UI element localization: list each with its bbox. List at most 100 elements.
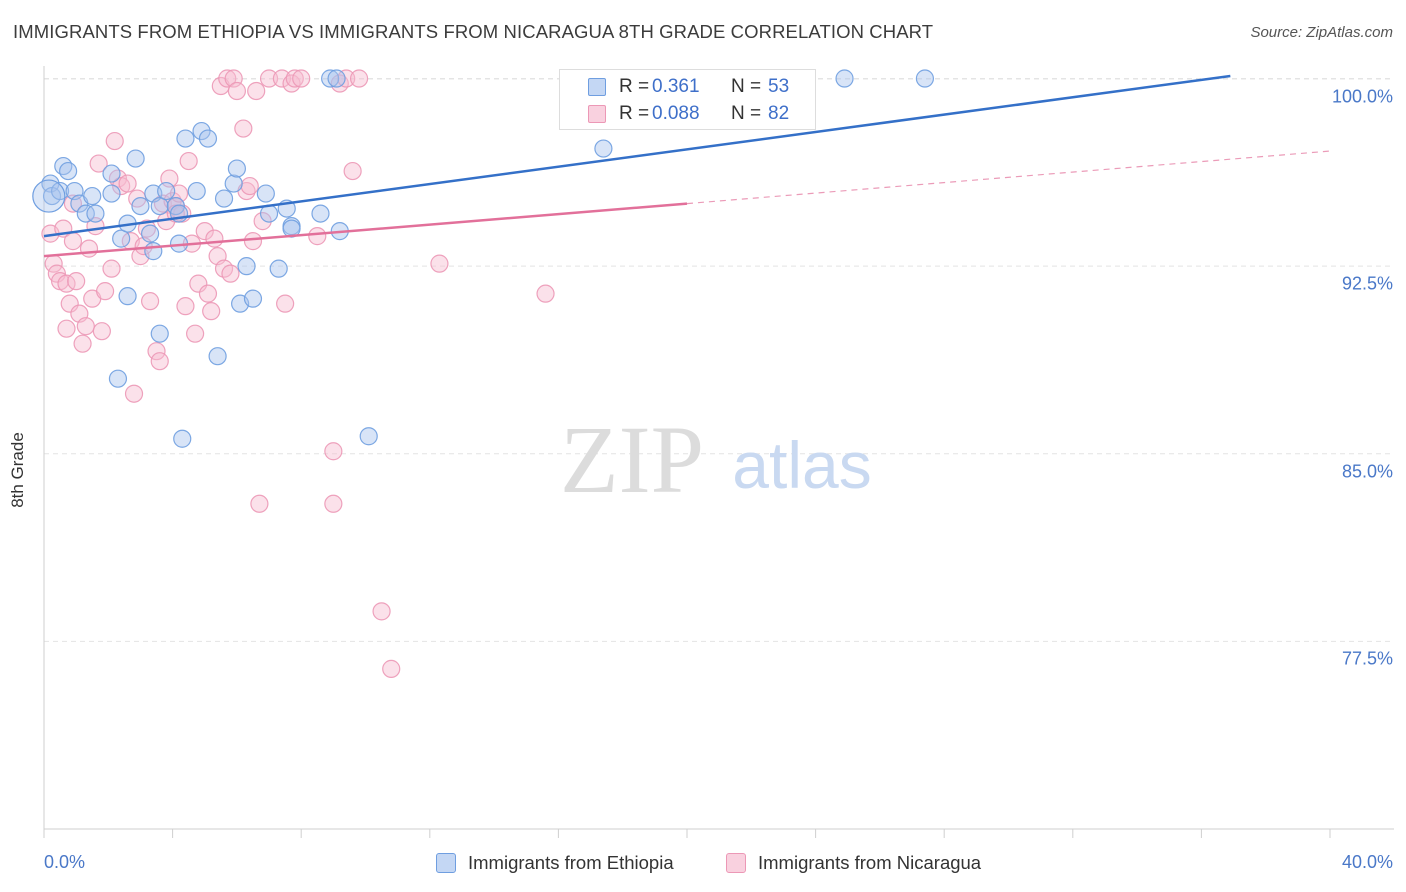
legend-r-label: R = [619, 76, 650, 97]
ethiopia-point [311, 204, 330, 223]
nicaragua-point [243, 232, 263, 251]
ethiopia-point [321, 69, 340, 88]
nicaragua-point [272, 69, 292, 88]
nicaragua-point [105, 131, 124, 151]
nicaragua-point [195, 222, 214, 241]
nicaragua-point [73, 334, 92, 353]
nicaragua-point [382, 659, 401, 678]
watermark: ZIP atlas [560, 406, 872, 513]
y-tick-label: 85.0% [1341, 461, 1393, 482]
legend-r-label: R = [619, 103, 650, 124]
source-credit: Source: ZipAtlas.com [1250, 24, 1393, 41]
ethiopia-point [198, 129, 218, 148]
nicaragua-point [147, 342, 166, 361]
ethiopia-point [176, 129, 195, 148]
nicaragua-point [240, 176, 259, 196]
nicaragua-point [247, 81, 266, 101]
legend-n-value: 53 [768, 76, 790, 97]
ethiopia-point [269, 259, 288, 278]
legend: R = 0.361 N = 53 R = 0.088 N = 82 [559, 69, 816, 130]
ethiopia-point [126, 149, 145, 168]
nicaragua-point [76, 317, 95, 336]
ethiopia-point [237, 257, 256, 276]
nicaragua-trend-extension [686, 150, 1331, 205]
nicaragua-point [308, 227, 327, 246]
legend-n-value: 82 [768, 103, 790, 124]
ethiopia-trend-line [43, 74, 1231, 238]
ethiopia-point [594, 139, 613, 158]
nicaragua-point [63, 232, 83, 251]
ethiopia-point [102, 184, 121, 203]
ethiopia-point [150, 196, 169, 216]
ethiopia-point [187, 181, 206, 201]
nicaragua-point [218, 69, 237, 88]
ethiopia-point [118, 287, 137, 306]
nicaragua-point [57, 319, 76, 338]
y-tick-label: 77.5% [1341, 648, 1393, 669]
nicaragua-point [189, 274, 208, 293]
watermark-atlas: atlas [732, 428, 871, 502]
ethiopia-point [59, 161, 78, 181]
nicaragua-point [324, 494, 343, 513]
nicaragua-point [221, 264, 240, 283]
nicaragua-point [186, 324, 205, 343]
legend-swatch-ethiopia [588, 78, 606, 96]
nicaragua-point [179, 151, 198, 171]
ethiopia-point [76, 204, 95, 223]
ethiopia-point [144, 242, 163, 261]
nicaragua-point [430, 254, 449, 273]
y-tick-label: 92.5% [1341, 273, 1393, 294]
nicaragua-point [372, 602, 391, 621]
ethiopia-point [54, 156, 73, 176]
nicaragua-point [292, 69, 311, 88]
nicaragua-point [282, 74, 301, 93]
nicaragua-point [250, 494, 269, 513]
ethiopia-point [192, 121, 211, 141]
x-tick-label-max: 40.0% [1341, 852, 1393, 872]
nicaragua-point [60, 294, 79, 313]
nicaragua-point [349, 69, 369, 88]
nicaragua-point [285, 69, 304, 88]
nicaragua-point [92, 322, 111, 341]
nicaragua-point [259, 69, 279, 88]
nicaragua-point [137, 219, 156, 238]
series-ethiopia-points [32, 69, 935, 448]
nicaragua-point [150, 352, 169, 371]
ethiopia-point [227, 159, 246, 178]
nicaragua-point [198, 284, 218, 303]
ethiopia-point [243, 289, 263, 308]
nicaragua-point [79, 239, 99, 258]
nicaragua-point [95, 282, 115, 301]
nicaragua-point [276, 294, 295, 313]
nicaragua-point [140, 292, 160, 311]
ethiopia-point [131, 196, 150, 216]
nicaragua-point [67, 272, 86, 291]
chart-title: IMMIGRANTS FROM ETHIOPIA VS IMMIGRANTS F… [13, 21, 934, 42]
nicaragua-point [176, 297, 195, 316]
ethiopia-point [256, 184, 275, 203]
nicaragua-point [253, 212, 272, 231]
ethiopia-point [224, 174, 243, 193]
ethiopia-point [140, 224, 160, 243]
bottom-legend-label-nicaragua: Immigrants from Nicaragua [758, 852, 982, 873]
bottom-legend-ethiopia: Immigrants from Ethiopia [436, 852, 674, 874]
bottom-legend-swatch-nicaragua [726, 853, 746, 873]
nicaragua-trend-line [43, 202, 688, 258]
nicaragua-point [118, 174, 137, 193]
legend-r-value: 0.088 [652, 103, 700, 124]
ethiopia-point [214, 189, 234, 208]
trend-layer [43, 74, 1331, 258]
ethiopia-point [157, 181, 176, 201]
ethiopia-point [112, 229, 131, 248]
nicaragua-point [124, 384, 144, 403]
ethiopia-point [32, 179, 66, 213]
ethiopia-point [359, 427, 378, 446]
ethiopia-point [102, 164, 121, 183]
nicaragua-point [337, 69, 356, 88]
watermark-zip: ZIP [560, 406, 704, 513]
bottom-legend-label-ethiopia: Immigrants from Ethiopia [468, 852, 674, 873]
nicaragua-point [89, 154, 108, 173]
ethiopia-point [108, 369, 128, 388]
legend-r-value: 0.361 [652, 76, 700, 97]
